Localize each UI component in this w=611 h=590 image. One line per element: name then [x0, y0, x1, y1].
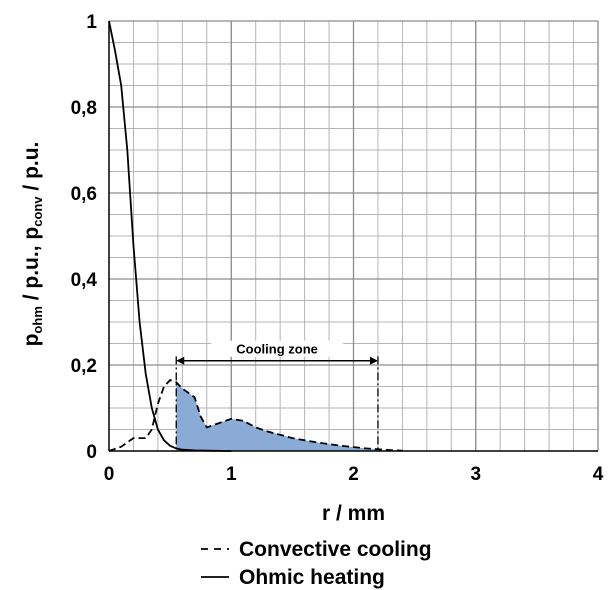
cooling-zone-annotation: Cooling zone: [175, 340, 379, 451]
series-line-ohmic-heating: [108, 20, 232, 452]
cooling-zone-arrowhead-left: [176, 356, 185, 365]
series-lines: [108, 20, 403, 452]
x-tick-labels: 0 1 2 3 4: [104, 464, 604, 485]
y-tick-label: 0,2: [71, 356, 97, 377]
x-tick-label: 2: [348, 464, 359, 485]
cooling-zone-arrowhead-right: [369, 356, 378, 365]
y-tick-labels: 0 0,2 0,4 0,6 0,8 1: [71, 12, 98, 463]
legend: Convective cooling Ohmic heating: [201, 538, 432, 589]
legend-label: Convective cooling: [239, 538, 432, 561]
y-tick-label: 1: [86, 12, 97, 33]
x-tick-label: 1: [226, 464, 237, 485]
x-axis-label: r / mm: [322, 502, 385, 525]
x-tick-label: 0: [104, 464, 115, 485]
y-tick-label: 0,4: [71, 270, 98, 291]
cooling-zone-area: [176, 382, 378, 451]
series-line-convective-cooling: [108, 379, 403, 452]
y-axis-label-part: / p.u.: [20, 142, 43, 197]
y-axis-label-part: p: [20, 334, 43, 347]
y-tick-label: 0: [86, 442, 97, 463]
cooling-zone-label: Cooling zone: [236, 342, 318, 357]
legend-label: Ohmic heating: [239, 566, 385, 589]
x-tick-label: 4: [593, 464, 604, 485]
major-grid: [109, 20, 599, 451]
x-tick-label: 3: [470, 464, 481, 485]
y-axis-label: pohm / p.u., pconv / p.u.: [20, 142, 45, 347]
cooling-zone-shading: [176, 382, 378, 451]
y-tick-label: 0,8: [71, 98, 97, 119]
y-tick-label: 0,6: [71, 184, 97, 205]
y-axis-label-subscript: ohm: [30, 306, 45, 333]
y-axis-label-subscript: conv: [30, 196, 45, 227]
cooling-zone-label-background: [211, 340, 344, 357]
y-axis-label-part: / p.u., p: [20, 227, 43, 306]
